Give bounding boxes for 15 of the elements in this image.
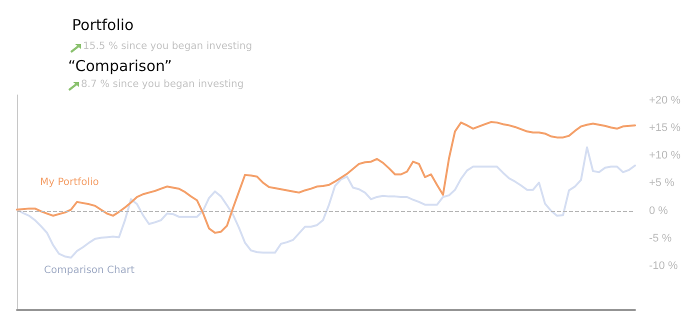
- series-label: My Portfolio: [40, 177, 99, 188]
- y-tick-label: -10 %: [649, 260, 678, 272]
- series-label: Comparison Chart: [44, 265, 135, 276]
- y-tick-label: +10 %: [649, 150, 681, 162]
- chart-subtitle: “Comparison”: [68, 57, 172, 75]
- line-series: [16, 121, 636, 234]
- y-tick-label: +20 %: [649, 94, 681, 107]
- y-tick-label: +15 %: [649, 122, 681, 134]
- line-series: [16, 146, 636, 259]
- text: 15.5 % since you began investing: [83, 41, 252, 52]
- text: 8.7 % since you began investing: [81, 79, 244, 90]
- y-tick-label: -5 %: [649, 232, 672, 244]
- chart-title: Portfolio: [72, 16, 134, 34]
- y-tick-label: +5 %: [649, 177, 675, 190]
- y-tick-label: 0 %: [649, 204, 668, 217]
